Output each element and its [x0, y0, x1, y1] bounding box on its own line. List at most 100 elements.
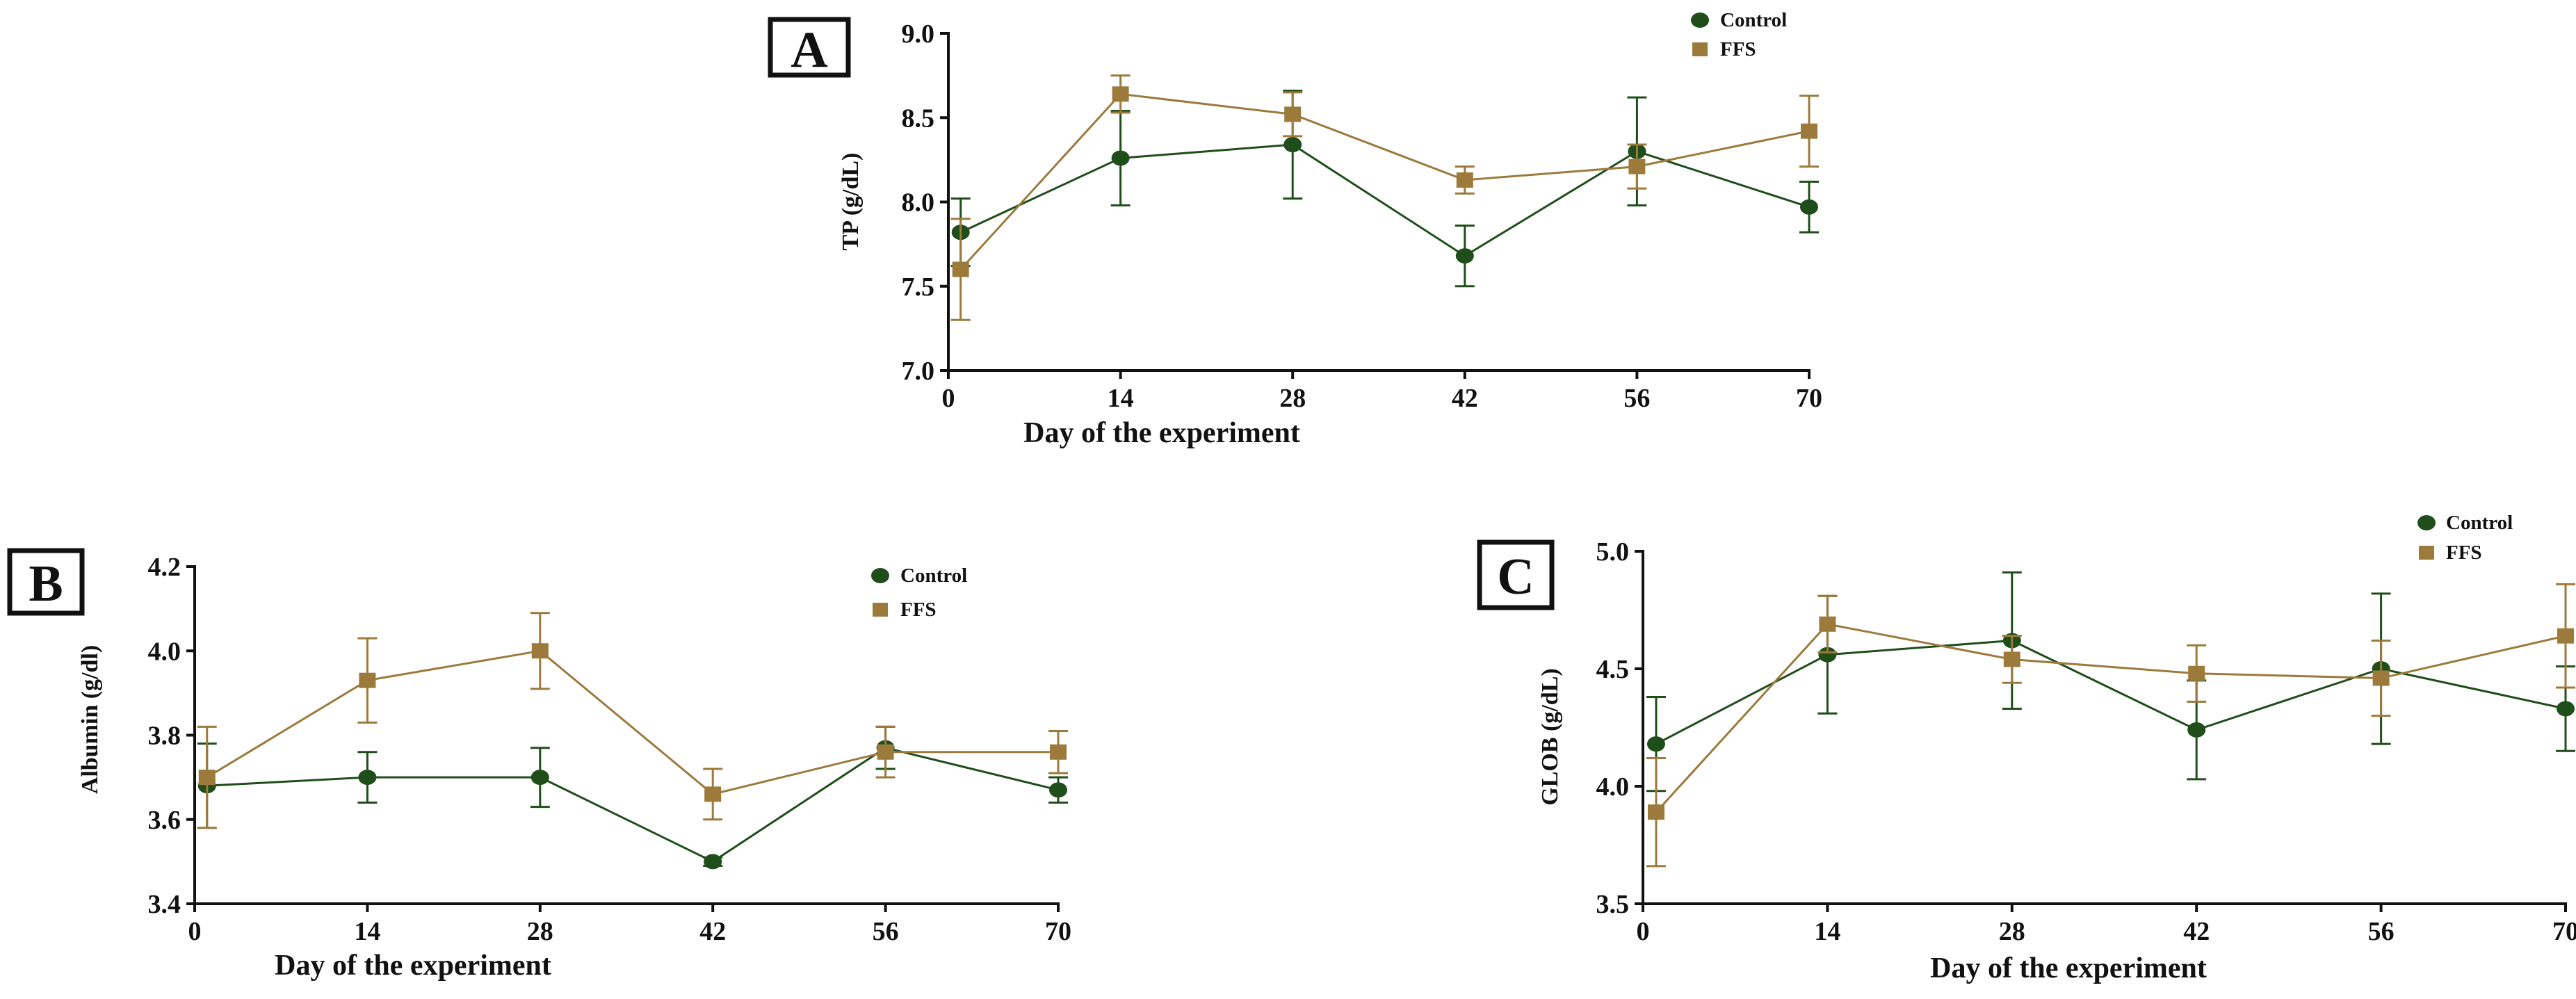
panel-b-ylabel: Albumin (g/dl)	[77, 645, 103, 794]
control-point	[358, 770, 377, 786]
x-tick-label: 0	[1637, 917, 1650, 946]
ffs-point	[359, 672, 376, 688]
panel-a-ylabel: TP (g/dL)	[838, 153, 864, 251]
legend-ffs-marker	[2419, 546, 2434, 560]
control-point	[1818, 647, 1837, 663]
panel-a-xlabel: Day of the experiment	[1023, 417, 1300, 449]
y-tick-label: 3.8	[148, 722, 181, 751]
ffs-point	[1819, 616, 1836, 632]
y-tick-label: 3.6	[148, 806, 181, 835]
ffs-series-line	[1655, 623, 2566, 813]
legend-ffs-label: FFS	[1720, 38, 1756, 60]
legend-ffs-marker	[1692, 42, 1708, 56]
panel-b-label: B	[29, 555, 63, 612]
ffs-point	[704, 786, 722, 802]
panel-a-label-box	[768, 17, 851, 78]
panel-b-xlabel: Day of the experiment	[275, 950, 551, 982]
x-tick-label: 14	[1814, 917, 1840, 946]
y-tick-label: 9.0	[902, 19, 935, 49]
ffs-series-line	[206, 649, 1058, 796]
x-tick-label: 28	[1999, 917, 2025, 946]
control-point	[1646, 736, 1665, 752]
panel-a-legend: Control FFS	[1691, 9, 1787, 60]
y-tick-label: 3.4	[148, 890, 181, 919]
panel-a: A TP (g/dL) Day of the experiment 7.0 7.5…	[768, 9, 1822, 449]
legend-ffs-label: FFS	[900, 599, 937, 621]
y-tick-label: 4.0	[148, 637, 181, 666]
x-tick-label: 56	[873, 917, 899, 946]
panel-c-legend: Control FFS	[2417, 512, 2513, 564]
ffs-point	[198, 770, 216, 786]
control-point	[1283, 137, 1302, 153]
control-point	[704, 854, 722, 870]
panel-c-xlabel: Day of the experiment	[1930, 952, 2207, 984]
y-tick-label: 7.5	[902, 273, 935, 302]
x-tick-label: 70	[1796, 384, 1822, 413]
x-tick-label: 0	[942, 384, 955, 413]
x-tick-label: 28	[527, 917, 553, 946]
ffs-series-line	[959, 92, 1810, 270]
legend-ffs-marker	[873, 603, 888, 617]
y-tick-label: 4.2	[148, 553, 181, 582]
y-tick-label: 8.5	[902, 104, 935, 133]
x-tick-label: 14	[354, 917, 380, 946]
x-tick-label: 28	[1279, 384, 1306, 413]
legend-control-marker	[1691, 13, 1709, 28]
control-series-line	[960, 143, 1810, 257]
control-point	[530, 770, 549, 786]
x-tick-label: 70	[2552, 917, 2576, 946]
control-point	[2187, 722, 2206, 738]
ffs-point	[531, 643, 549, 659]
panel-c-label-box	[1477, 539, 1555, 610]
x-tick-label: 42	[699, 917, 726, 946]
control-point	[1800, 199, 1818, 215]
ffs-point	[1050, 744, 1067, 760]
y-tick-label: 5.0	[1596, 537, 1630, 567]
ffs-point	[1628, 159, 1646, 174]
ffs-point	[877, 744, 894, 760]
panel-b: B Albumin (g/dl) Day of the experiment 3…	[7, 548, 1071, 982]
x-tick-label: 56	[2368, 917, 2395, 946]
control-series-line	[1655, 639, 2566, 745]
legend-control-marker	[2417, 515, 2436, 530]
control-point	[1455, 248, 1474, 264]
legend-control-label: Control	[900, 565, 967, 587]
y-tick-label: 4.0	[1596, 772, 1630, 802]
ffs-point	[1456, 172, 1473, 188]
ffs-point	[2188, 665, 2205, 681]
control-point	[1049, 782, 1067, 798]
panel-c-label: C	[1497, 549, 1534, 606]
control-series-line	[206, 747, 1059, 863]
ffs-point	[2372, 670, 2390, 686]
panel-b-legend: Control FFS	[871, 565, 967, 621]
legend-ffs-label: FFS	[2446, 542, 2482, 564]
ffs-point	[1112, 86, 1129, 102]
y-tick-label: 4.5	[1596, 655, 1630, 684]
y-tick-label: 7.0	[902, 357, 935, 386]
panel-c-ylabel: GLOB (g/dL)	[1537, 668, 1563, 805]
ffs-point	[1647, 804, 1664, 820]
panel-c: C GLOB (g/dL) Day of the experiment 3.5 4…	[1477, 512, 2576, 984]
x-tick-label: 70	[1045, 917, 1071, 946]
ffs-point	[952, 261, 969, 277]
x-tick-label: 14	[1108, 384, 1134, 413]
legend-control-marker	[871, 568, 889, 583]
panel-b-label-box	[7, 548, 85, 616]
panel-a-label: A	[791, 22, 827, 79]
y-tick-label: 3.5	[1596, 890, 1630, 919]
ffs-point	[1801, 123, 1817, 139]
control-point	[1111, 150, 1130, 166]
y-tick-label: 8.0	[902, 188, 935, 218]
ffs-point	[2003, 651, 2020, 667]
ffs-point	[1284, 106, 1302, 122]
x-tick-label: 0	[188, 917, 202, 946]
ffs-point	[2557, 628, 2574, 644]
x-tick-label: 42	[2183, 917, 2210, 946]
x-tick-label: 56	[1623, 384, 1650, 413]
control-point	[2557, 701, 2575, 717]
x-tick-label: 42	[1452, 384, 1478, 413]
legend-control-label: Control	[2446, 512, 2513, 534]
legend-control-label: Control	[1720, 9, 1787, 31]
